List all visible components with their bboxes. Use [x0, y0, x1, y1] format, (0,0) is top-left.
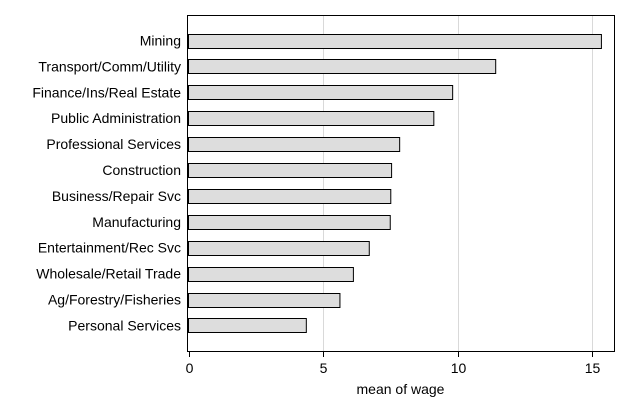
category-label-3: Public Administration: [51, 110, 181, 126]
bar-5: [188, 163, 393, 178]
category-label-4: Professional Services: [46, 136, 181, 152]
category-label-10: Ag/Forestry/Fisheries: [48, 292, 181, 308]
category-label-11: Personal Services: [68, 317, 181, 333]
bar-4: [188, 137, 401, 152]
category-label-6: Business/Repair Svc: [52, 188, 181, 204]
category-label-8: Entertainment/Rec Svc: [38, 240, 181, 256]
bars: [188, 34, 602, 333]
category-label-0: Mining: [140, 33, 181, 49]
bar-9: [188, 267, 354, 282]
plot-area-frame: [187, 15, 615, 352]
bar-7: [188, 215, 391, 230]
bar-10: [188, 293, 341, 308]
bar-11: [188, 318, 307, 333]
x-axis-ticks: 0 5 10 15: [186, 351, 601, 376]
category-label-2: Finance/Ins/Real Estate: [32, 84, 181, 100]
bar-0: [188, 34, 602, 49]
category-label-7: Manufacturing: [92, 214, 181, 230]
x-axis-title: mean of wage: [357, 381, 445, 397]
x-tick-label-2: 10: [451, 360, 467, 376]
bar-1: [188, 59, 497, 74]
category-label-9: Wholesale/Retail Trade: [36, 266, 181, 282]
category-labels: Mining Transport/Comm/Utility Finance/Ins/…: [32, 33, 181, 334]
category-label-1: Transport/Comm/Utility: [38, 58, 181, 74]
x-tick-label-1: 5: [320, 360, 328, 376]
bar-2: [188, 85, 454, 100]
bar-6: [188, 189, 392, 204]
x-tick-label-0: 0: [186, 360, 194, 376]
bar-8: [188, 241, 370, 256]
bar-3: [188, 111, 435, 126]
category-label-5: Construction: [102, 162, 181, 178]
x-tick-label-3: 15: [585, 360, 601, 376]
